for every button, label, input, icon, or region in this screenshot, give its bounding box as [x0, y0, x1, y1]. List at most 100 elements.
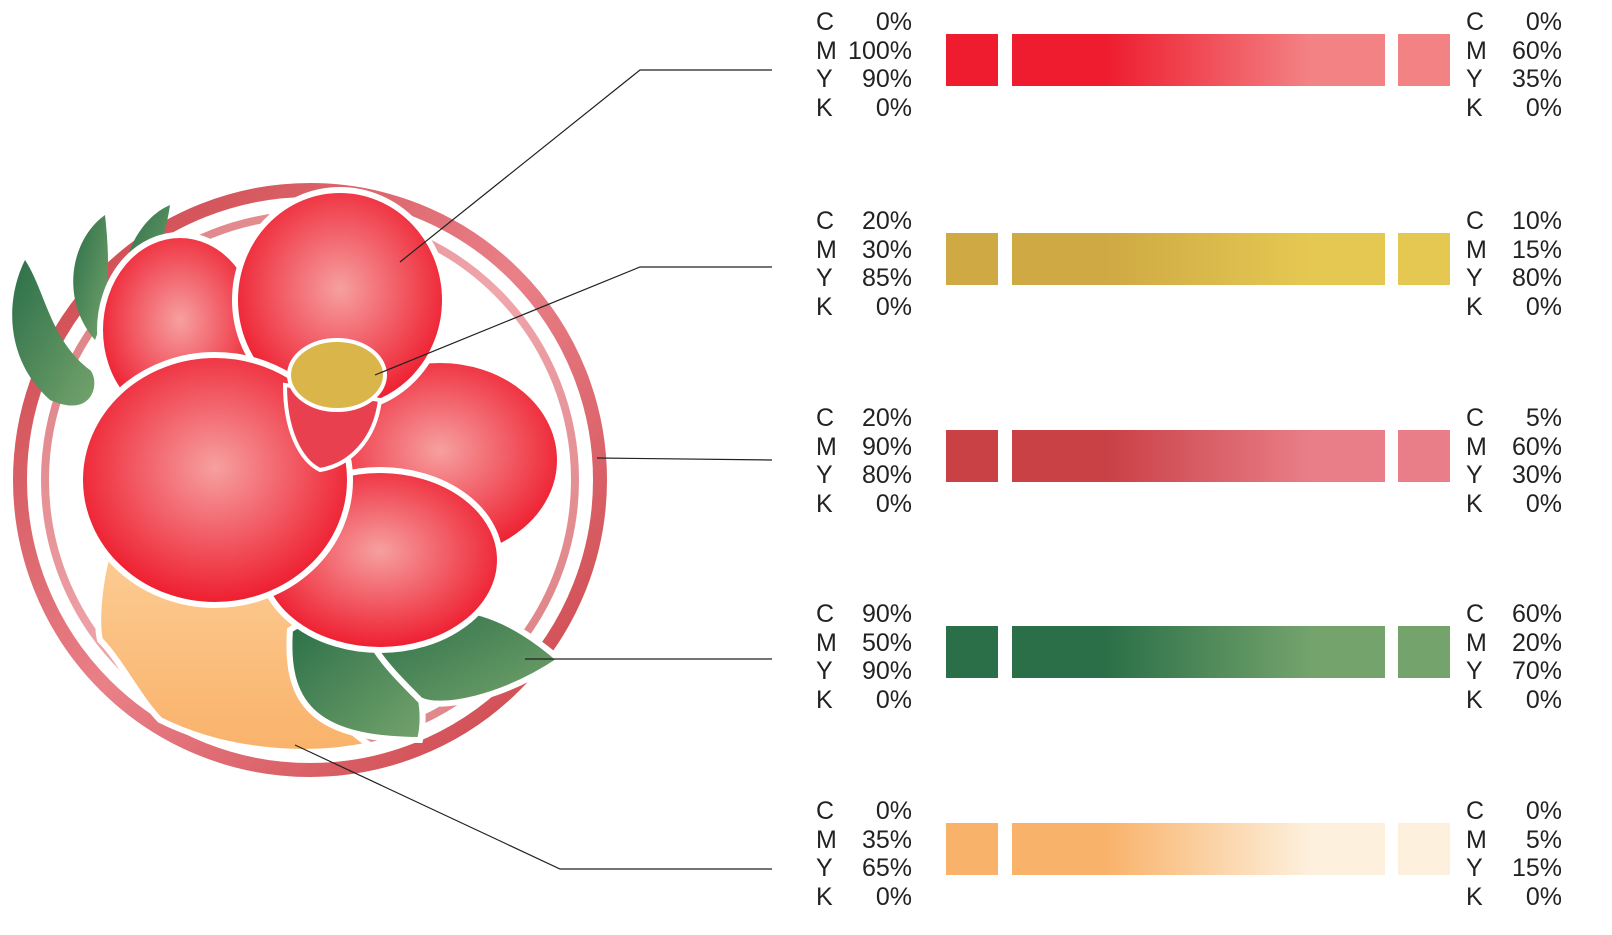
spec-line: C 90%	[816, 600, 912, 629]
channel-value: 85%	[861, 264, 912, 292]
channel-value: 65%	[861, 854, 912, 882]
channel-value: 50%	[861, 628, 912, 657]
channel-value: 90%	[861, 600, 912, 628]
channel: M	[1466, 36, 1487, 65]
spec-line: M 35%	[816, 826, 912, 855]
channel: Y	[816, 264, 833, 292]
spec-line: K 0%	[816, 686, 912, 715]
channel: C	[816, 600, 835, 628]
spec-line: C 60%	[1466, 600, 1562, 629]
channel: K	[1466, 292, 1483, 321]
channel: C	[1466, 404, 1485, 432]
channel: C	[1466, 600, 1485, 628]
channel: M	[816, 235, 837, 264]
stamen	[287, 338, 387, 412]
channel: K	[1466, 685, 1483, 714]
channel: K	[816, 489, 833, 518]
channel-value: 0%	[1525, 882, 1562, 911]
end-swatch	[1398, 34, 1450, 86]
end-swatch	[1398, 430, 1450, 482]
channel-value: 5%	[1525, 825, 1562, 854]
channel-value: 60%	[1511, 600, 1562, 628]
channel-value: 5%	[1525, 404, 1562, 432]
cmyk-spec: C 0% M 35% Y 65% K 0%	[816, 797, 912, 911]
spec-line: C 0%	[1466, 8, 1562, 37]
channel: Y	[816, 65, 833, 93]
cmyk-spec: C 10% M 15% Y 80% K 0%	[1466, 207, 1562, 321]
spec-line: Y 80%	[1466, 264, 1562, 293]
channel: C	[1466, 797, 1485, 825]
cmyk-spec: C 20% M 90% Y 80% K 0%	[816, 404, 912, 518]
spec-line: C 20%	[816, 404, 912, 433]
channel: M	[1466, 235, 1487, 264]
start-swatch	[946, 823, 998, 875]
channel: Y	[816, 461, 833, 489]
channel: M	[816, 628, 837, 657]
channel: K	[816, 292, 833, 321]
spec-line: Y 90%	[816, 65, 912, 94]
spec-line: M 15%	[1466, 236, 1562, 265]
channel: M	[816, 36, 837, 65]
spec-line: M 30%	[816, 236, 912, 265]
channel-value: 70%	[1511, 657, 1562, 685]
channel-value: 0%	[1525, 489, 1562, 518]
channel: C	[816, 8, 835, 36]
channel: M	[1466, 628, 1487, 657]
spec-line: C 20%	[816, 207, 912, 236]
gradient-bar	[1012, 430, 1385, 482]
channel-value: 35%	[1511, 65, 1562, 93]
cmyk-spec: C 60% M 20% Y 70% K 0%	[1466, 600, 1562, 714]
channel-value: 30%	[1511, 461, 1562, 489]
cmyk-spec: C 0% M 5% Y 15% K 0%	[1466, 797, 1562, 911]
channel-value: 60%	[1511, 432, 1562, 461]
channel-value: 60%	[1511, 36, 1562, 65]
channel: Y	[1466, 264, 1483, 292]
spec-line: Y 80%	[816, 461, 912, 490]
channel: Y	[816, 854, 833, 882]
channel: C	[1466, 8, 1485, 36]
channel-value: 0%	[1525, 93, 1562, 122]
channel-value: 0%	[875, 685, 912, 714]
channel-value: 15%	[1511, 854, 1562, 882]
spec-line: K 0%	[816, 490, 912, 519]
channel: C	[816, 207, 835, 235]
channel: Y	[1466, 657, 1483, 685]
spec-line: C 10%	[1466, 207, 1562, 236]
spec-line: Y 30%	[1466, 461, 1562, 490]
spec-line: K 0%	[1466, 293, 1562, 322]
channel: C	[1466, 207, 1485, 235]
channel: M	[1466, 825, 1487, 854]
channel: M	[816, 825, 837, 854]
channel-value: 0%	[1525, 685, 1562, 714]
channel-value: 90%	[861, 432, 912, 461]
channel: C	[816, 404, 835, 432]
channel-value: 0%	[875, 8, 912, 36]
spec-line: K 0%	[1466, 686, 1562, 715]
spec-line: Y 90%	[816, 657, 912, 686]
spec-line: Y 65%	[816, 854, 912, 883]
spec-line: M 60%	[1466, 433, 1562, 462]
channel-value: 20%	[1511, 628, 1562, 657]
cmyk-spec: C 0% M 100% Y 90% K 0%	[816, 8, 912, 122]
channel-value: 90%	[861, 657, 912, 685]
channel-value: 80%	[1511, 264, 1562, 292]
leaf	[12, 260, 95, 406]
spec-line: K 0%	[816, 94, 912, 123]
channel-value: 0%	[875, 797, 912, 825]
channel: K	[816, 882, 833, 911]
spec-line: M 50%	[816, 629, 912, 658]
channel-value: 80%	[861, 461, 912, 489]
spec-line: M 90%	[816, 433, 912, 462]
channel-value: 15%	[1511, 235, 1562, 264]
channel-value: 10%	[1511, 207, 1562, 235]
channel: K	[1466, 93, 1483, 122]
gradient-bar	[1012, 233, 1385, 285]
start-swatch	[946, 626, 998, 678]
spec-line: K 0%	[816, 883, 912, 912]
spec-line: C 5%	[1466, 404, 1562, 433]
spec-line: M 5%	[1466, 826, 1562, 855]
cmyk-spec: C 5% M 60% Y 30% K 0%	[1466, 404, 1562, 518]
end-swatch	[1398, 626, 1450, 678]
